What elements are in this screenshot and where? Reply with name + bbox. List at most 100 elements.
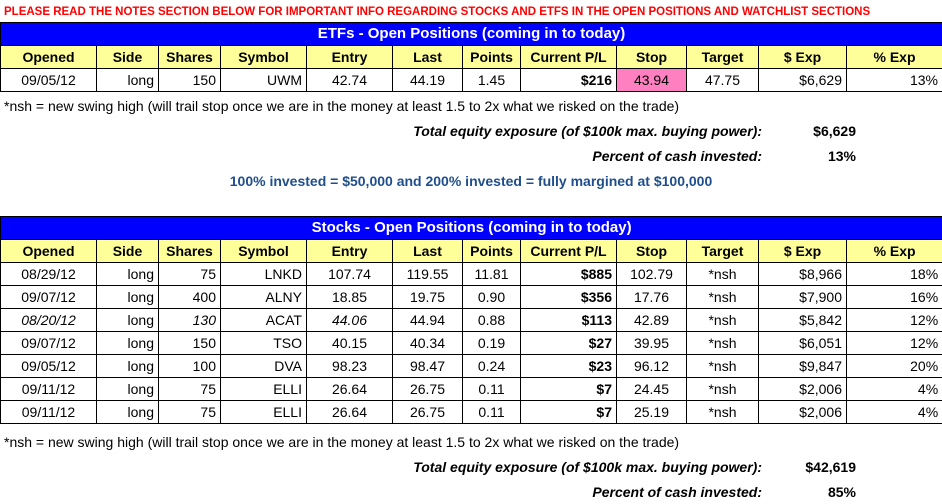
points-cell: 0.11 (462, 400, 521, 424)
points-cell: 0.11 (462, 377, 521, 401)
shares-cell: 100 (158, 354, 221, 378)
column-header: Points (462, 45, 521, 69)
side-cell: long (96, 331, 159, 355)
opened-cell: 08/20/12 (0, 308, 97, 332)
entry-cell: 98.23 (306, 354, 393, 378)
table-row: 09/07/12 long 150 TSO 40.15 40.34 0.19 $27 39.95… (0, 331, 942, 355)
opened-cell: 09/07/12 (0, 285, 97, 309)
etf-nsh-note: *nsh = new swing high (will trail stop o… (4, 98, 680, 114)
pl-cell: $113 (520, 308, 617, 332)
exp-cell: $5,842 (758, 308, 847, 332)
exp-cell: $6,051 (758, 331, 847, 355)
table-row: 09/11/12 long 75 ELLI 26.64 26.75 0.11 $7 25.19 *… (0, 400, 942, 424)
column-header: Current P/L (520, 45, 617, 69)
column-header: Last (392, 239, 463, 263)
last-cell: 26.75 (392, 400, 463, 424)
target-cell: 47.75 (686, 68, 759, 92)
pl-cell: $7 (520, 400, 617, 424)
shares-cell: 400 (158, 285, 221, 309)
exp-cell: $9,847 (758, 354, 847, 378)
opened-cell: 08/29/12 (0, 262, 97, 286)
etf-header-row: Opened Side Shares Symbol Entry Last Poi… (0, 45, 942, 69)
points-cell: 11.81 (462, 262, 521, 286)
symbol-cell: ELLI (220, 400, 307, 424)
column-header: Side (96, 239, 159, 263)
entry-cell: 26.64 (306, 377, 393, 401)
column-header: Current P/L (520, 239, 617, 263)
entry-cell: 26.64 (306, 400, 393, 424)
column-header: % Exp (846, 45, 942, 69)
stop-cell: 43.94 (616, 68, 687, 92)
symbol-cell: ALNY (220, 285, 307, 309)
side-cell: long (96, 308, 159, 332)
stop-cell: 24.45 (616, 377, 687, 401)
etf-positions-table: ETFs - Open Positions (coming in to toda… (0, 22, 942, 92)
column-header: Entry (306, 239, 393, 263)
shares-cell: 150 (158, 331, 221, 355)
pl-cell: $356 (520, 285, 617, 309)
pct-exp-cell: 13% (846, 68, 942, 92)
target-cell: *nsh (686, 308, 759, 332)
table-row: 08/20/12 long 130 ACAT 44.06 44.94 0.88 $113 42.… (0, 308, 942, 332)
stop-cell: 102.79 (616, 262, 687, 286)
side-cell: long (96, 354, 159, 378)
opened-cell: 09/11/12 (0, 400, 97, 424)
column-header: $ Exp (758, 45, 847, 69)
table-row: 09/05/12 long 150 UWM 42.74 44.19 1.45 $… (0, 68, 942, 92)
points-cell: 0.24 (462, 354, 521, 378)
stocks-table-title: Stocks - Open Positions (coming in to to… (0, 216, 942, 240)
column-header: Opened (0, 239, 97, 263)
stop-cell: 17.76 (616, 285, 687, 309)
column-header: $ Exp (758, 239, 847, 263)
opened-cell: 09/05/12 (0, 68, 97, 92)
exp-cell: $2,006 (758, 400, 847, 424)
pl-cell: $885 (520, 262, 617, 286)
entry-cell: 40.15 (306, 331, 393, 355)
table-row: 09/07/12 long 400 ALNY 18.85 19.75 0.90 $356 17.… (0, 285, 942, 309)
pct-exp-cell: 16% (845, 285, 942, 309)
points-cell: 0.88 (462, 308, 521, 332)
pl-cell: $216 (520, 68, 617, 92)
pl-cell: $23 (520, 354, 617, 378)
stop-cell: 42.89 (616, 308, 687, 332)
last-cell: 98.47 (392, 354, 463, 378)
pct-exp-cell: 12% (845, 308, 942, 332)
column-header: % Exp (845, 239, 942, 263)
column-header: Shares (158, 239, 221, 263)
column-header: Target (686, 239, 759, 263)
target-cell: *nsh (686, 377, 759, 401)
shares-cell: 75 (158, 262, 221, 286)
opened-cell: 09/07/12 (0, 331, 97, 355)
pct-exp-cell: 4% (845, 400, 942, 424)
last-cell: 26.75 (392, 377, 463, 401)
notice-banner: PLEASE READ THE NOTES SECTION BELOW FOR … (4, 6, 871, 18)
side-cell: long (96, 262, 159, 286)
target-cell: *nsh (686, 285, 759, 309)
entry-cell: 107.74 (306, 262, 393, 286)
column-header: Last (392, 45, 463, 69)
column-header: Target (686, 45, 759, 69)
pct-exp-cell: 20% (845, 354, 942, 378)
column-header: Symbol (220, 45, 307, 69)
points-cell: 0.19 (462, 331, 521, 355)
stocks-exposure-label: Total equity exposure (of $100k max. buy… (413, 459, 762, 475)
shares-cell: 130 (158, 308, 221, 332)
column-header: Side (96, 45, 159, 69)
symbol-cell: LNKD (220, 262, 307, 286)
shares-cell: 75 (158, 377, 221, 401)
side-cell: long (96, 285, 159, 309)
stop-cell: 96.12 (616, 354, 687, 378)
exp-cell: $7,900 (758, 285, 847, 309)
stocks-cash-label: Percent of cash invested: (592, 484, 762, 500)
symbol-cell: ACAT (220, 308, 307, 332)
symbol-cell: ELLI (220, 377, 307, 401)
pct-exp-cell: 4% (845, 377, 942, 401)
table-row: 09/05/12 long 100 DVA 98.23 98.47 0.24 $23 96.12… (0, 354, 942, 378)
stocks-nsh-note: *nsh = new swing high (will trail stop o… (4, 434, 680, 450)
entry-cell: 44.06 (306, 308, 393, 332)
last-cell: 44.94 (392, 308, 463, 332)
etf-cash-value: 13% (827, 148, 856, 164)
target-cell: *nsh (686, 262, 759, 286)
entry-cell: 42.74 (306, 68, 393, 92)
stocks-header-row: Opened Side Shares Symbol Entry Last Poi… (0, 239, 942, 263)
